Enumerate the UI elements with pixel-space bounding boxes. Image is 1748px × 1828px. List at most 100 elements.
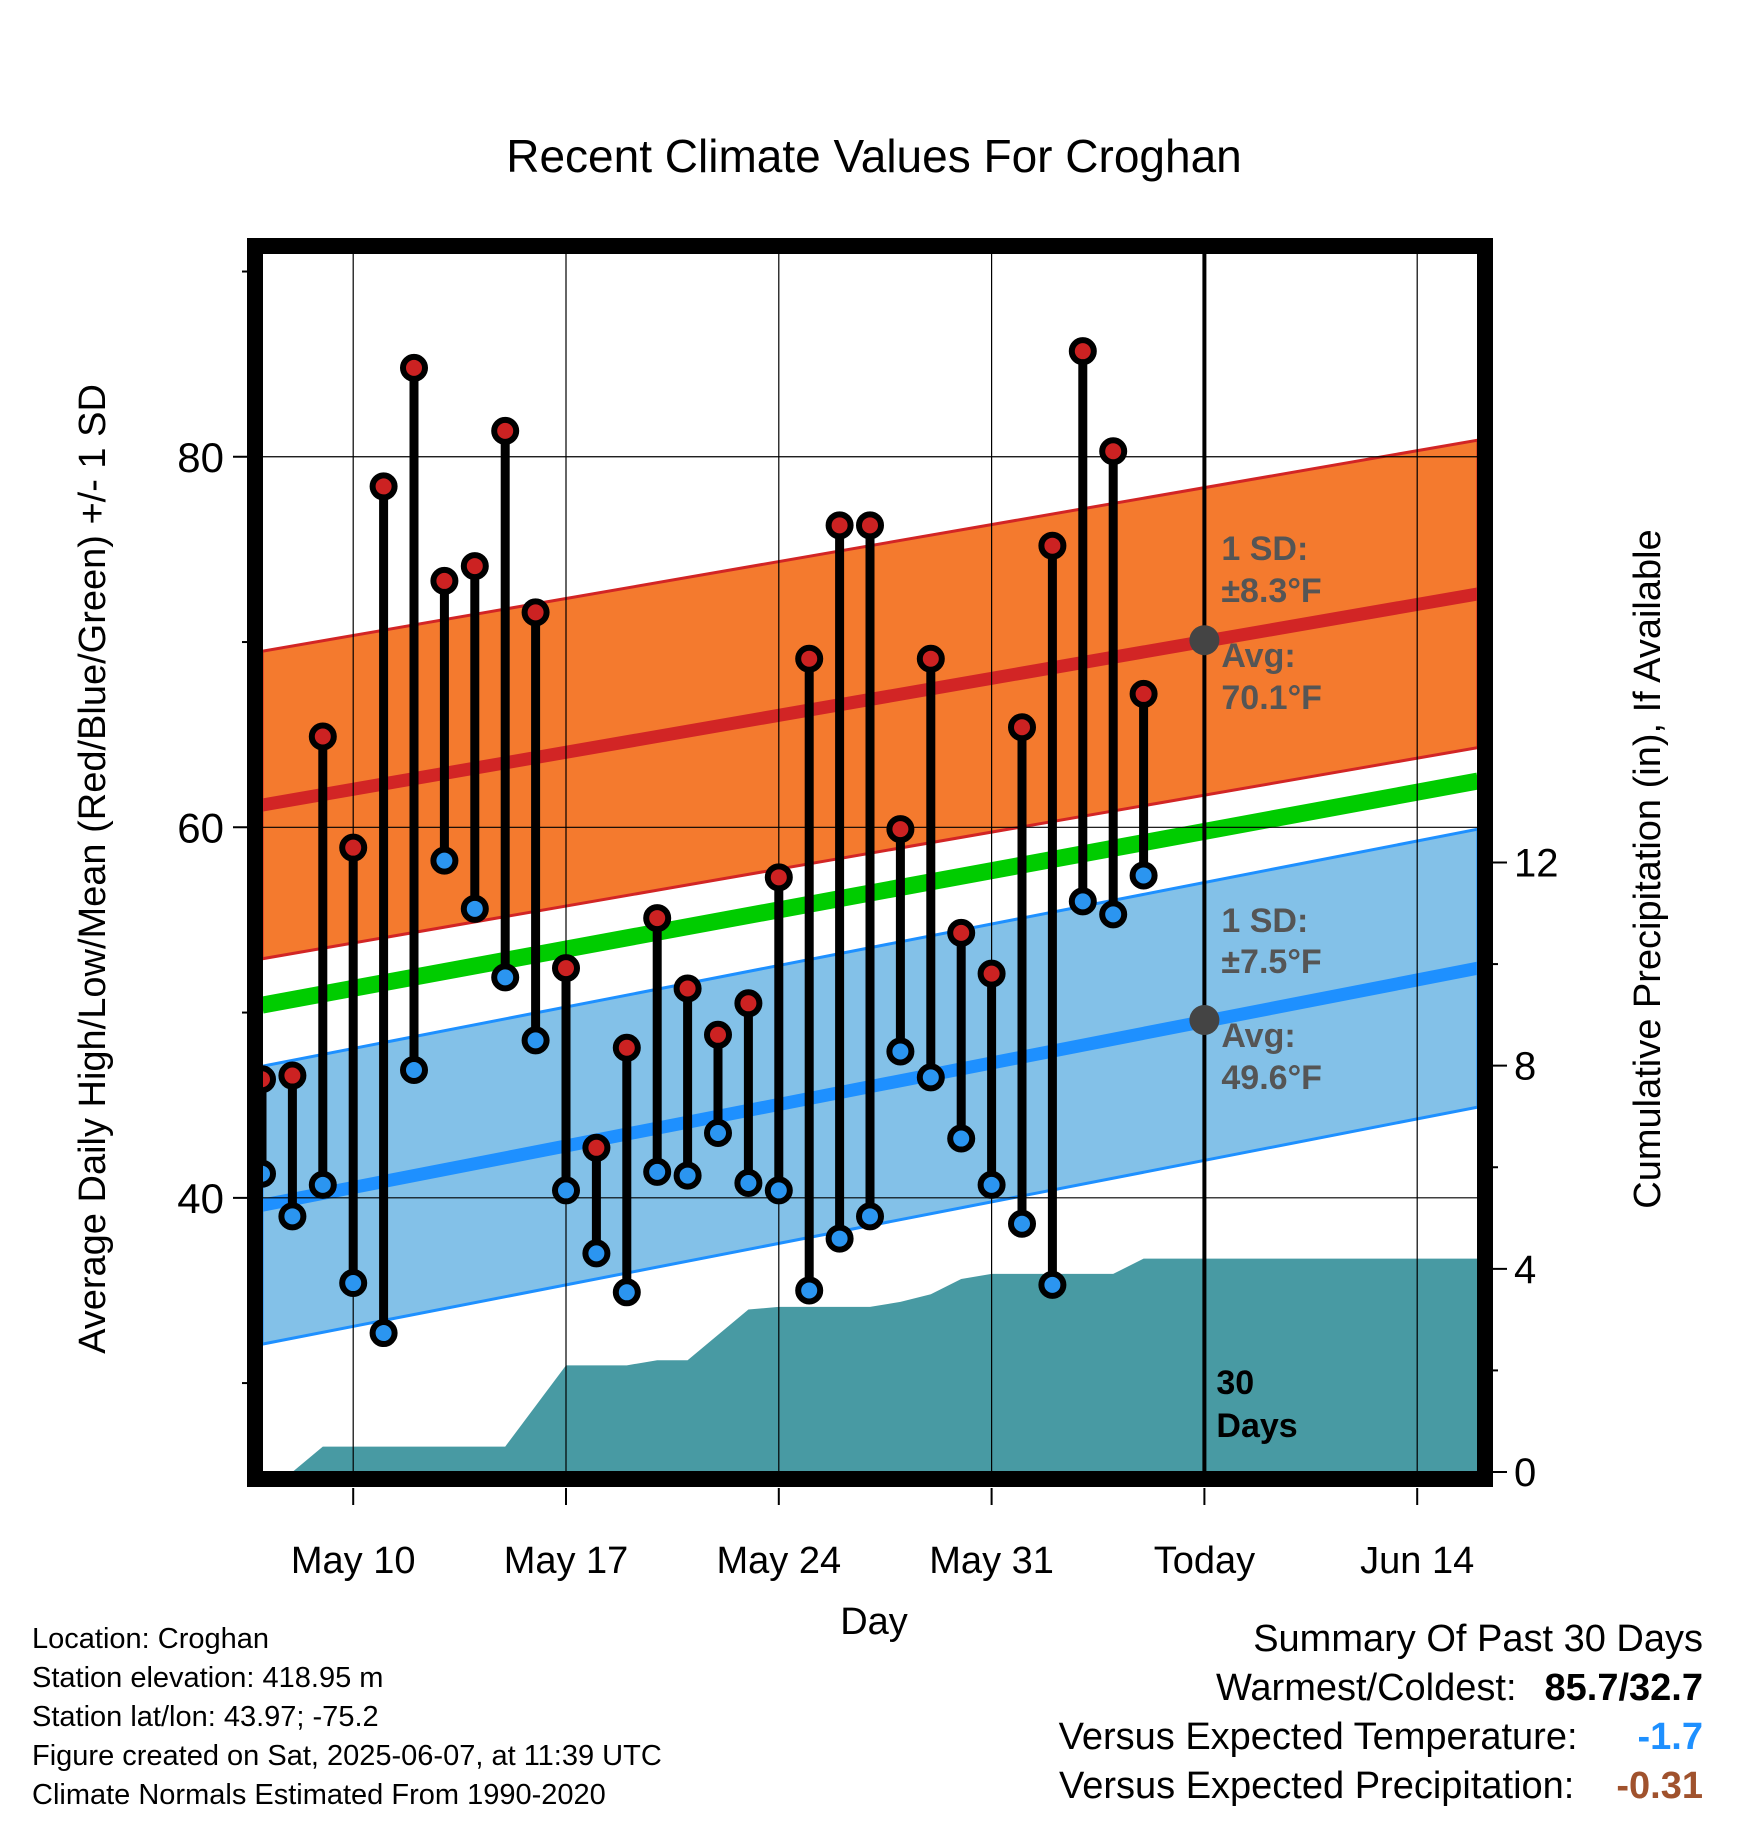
daily-low-point <box>278 1202 307 1231</box>
normals-text: Climate Normals Estimated From 1990-2020 <box>32 1779 606 1811</box>
low-avg-value: 49.6°F <box>1221 1059 1322 1097</box>
daily-high-point <box>460 552 489 581</box>
high-avg-label: Avg: <box>1221 637 1295 675</box>
high-avg-value: 70.1°F <box>1221 679 1322 717</box>
daily-low-point <box>1038 1270 1067 1299</box>
daily-low-point <box>886 1037 915 1066</box>
y-left-tick-label: 40 <box>177 1175 224 1222</box>
low-sd-label: 1 SD: <box>1221 902 1308 940</box>
station-info: Location: Croghan Station elevation: 418… <box>32 1620 662 1815</box>
daily-high-point <box>339 833 368 862</box>
daily-low-point <box>1008 1209 1036 1238</box>
daily-high-point <box>916 644 945 673</box>
daily-low-point <box>430 846 459 875</box>
chart-title: Recent Climate Values For Croghan <box>506 130 1241 182</box>
summary-temp: Versus Expected Temperature: -1.7 <box>1059 1713 1703 1762</box>
daily-low-point <box>400 1055 428 1084</box>
today-high-avg-marker <box>1189 625 1220 656</box>
daily-high-point <box>521 598 550 627</box>
precip-value: -0.31 <box>1616 1765 1703 1807</box>
daily-high-point <box>491 416 520 445</box>
daily-high-point <box>1068 337 1097 366</box>
precip-label: Versus Expected Precipitation: <box>1058 1765 1575 1807</box>
y-right-tick-label: 0 <box>1514 1451 1536 1495</box>
created-text: Figure created on Sat, 2025-06-07, at 11… <box>32 1740 662 1772</box>
x-tick-label: May 17 <box>504 1540 629 1582</box>
y-right-tick-label: 12 <box>1514 842 1559 886</box>
x-tick-label: May 24 <box>716 1540 841 1582</box>
location-text: Location: Croghan <box>32 1623 269 1655</box>
daily-low-point <box>673 1161 702 1190</box>
daily-high-point <box>1129 679 1158 708</box>
daily-high-point <box>308 722 337 751</box>
y-right-tick-label: 4 <box>1514 1248 1536 1292</box>
daily-low-point <box>491 963 520 992</box>
daily-low-point <box>582 1239 611 1268</box>
daily-low-point <box>460 894 489 923</box>
y-left-tick-label: 80 <box>177 434 224 481</box>
daily-high-point <box>977 959 1006 988</box>
daily-low-point <box>856 1202 884 1231</box>
daily-low-point <box>795 1276 824 1305</box>
daily-low-point <box>308 1170 337 1199</box>
daily-bars <box>248 337 1158 1348</box>
x-axis-label: Day <box>840 1601 908 1643</box>
daily-high-point <box>582 1133 611 1162</box>
x-tick-label: May 10 <box>291 1540 416 1582</box>
y-axis-left-label: Average Daily High/Low/Mean (Red/Blue/Gr… <box>72 384 114 1354</box>
y-left-tick-label: 60 <box>177 804 224 851</box>
daily-low-point <box>1068 887 1097 916</box>
warm-cold-value: 85.7/32.7 <box>1544 1667 1703 1709</box>
x-tick-label: Jun 14 <box>1360 1540 1474 1582</box>
high-sd-label: 1 SD: <box>1221 530 1308 568</box>
daily-low-point <box>643 1157 672 1186</box>
daily-high-point <box>430 566 459 595</box>
temp-value: -1.7 <box>1637 1716 1703 1758</box>
warm-cold-label: Warmest/Coldest: <box>1215 1667 1517 1709</box>
daily-high-point <box>673 974 702 1003</box>
daily-high-point <box>704 1020 732 1049</box>
daily-high-point <box>1038 531 1067 560</box>
plot-frame <box>247 238 1493 1487</box>
x-tick-label: May 31 <box>929 1540 1054 1582</box>
daily-low-point <box>764 1176 793 1205</box>
days-count-word: Days <box>1216 1407 1297 1445</box>
daily-low-point <box>947 1124 976 1153</box>
daily-high-point <box>643 904 672 933</box>
y-axis-right-label: Cumulative Precipitation (in), If Availa… <box>1627 529 1669 1208</box>
x-tick-label: Today <box>1154 1540 1255 1582</box>
low-avg-label: Avg: <box>1221 1017 1295 1055</box>
summary-panel: Summary Of Past 30 Days Warmest/Coldest:… <box>1059 1615 1703 1811</box>
daily-low-point <box>339 1269 368 1298</box>
daily-low-point <box>1099 900 1128 929</box>
daily-high-point <box>947 918 976 947</box>
daily-high-point <box>552 954 580 983</box>
summary-precip: Versus Expected Precipitation: -0.31 <box>1059 1762 1703 1811</box>
daily-high-point <box>369 472 398 501</box>
daily-low-point <box>552 1176 580 1205</box>
temp-label: Versus Expected Temperature: <box>1058 1716 1578 1758</box>
today-low-avg-marker <box>1189 1004 1220 1035</box>
daily-low-point <box>704 1118 732 1147</box>
daily-high-point <box>400 353 428 382</box>
days-count-number: 30 <box>1216 1364 1254 1402</box>
daily-low-point <box>612 1278 641 1307</box>
daily-low-point <box>977 1170 1006 1199</box>
daily-low-point <box>734 1168 763 1197</box>
daily-high-point <box>1099 437 1128 466</box>
daily-low-point <box>1129 861 1158 890</box>
daily-low-point <box>521 1026 550 1055</box>
daily-high-point <box>278 1061 307 1090</box>
daily-high-point <box>825 511 854 540</box>
daily-low-point <box>825 1224 854 1253</box>
daily-low-point <box>369 1319 398 1348</box>
daily-high-point <box>795 644 824 673</box>
high-sd-value: ±8.3°F <box>1221 572 1321 610</box>
daily-high-point <box>612 1033 641 1062</box>
low-sd-value: ±7.5°F <box>1221 943 1321 981</box>
daily-low-point <box>916 1063 945 1092</box>
daily-high-point <box>886 815 915 844</box>
summary-warm-cold: Warmest/Coldest: 85.7/32.7 <box>1059 1664 1703 1713</box>
daily-high-point <box>856 511 884 540</box>
